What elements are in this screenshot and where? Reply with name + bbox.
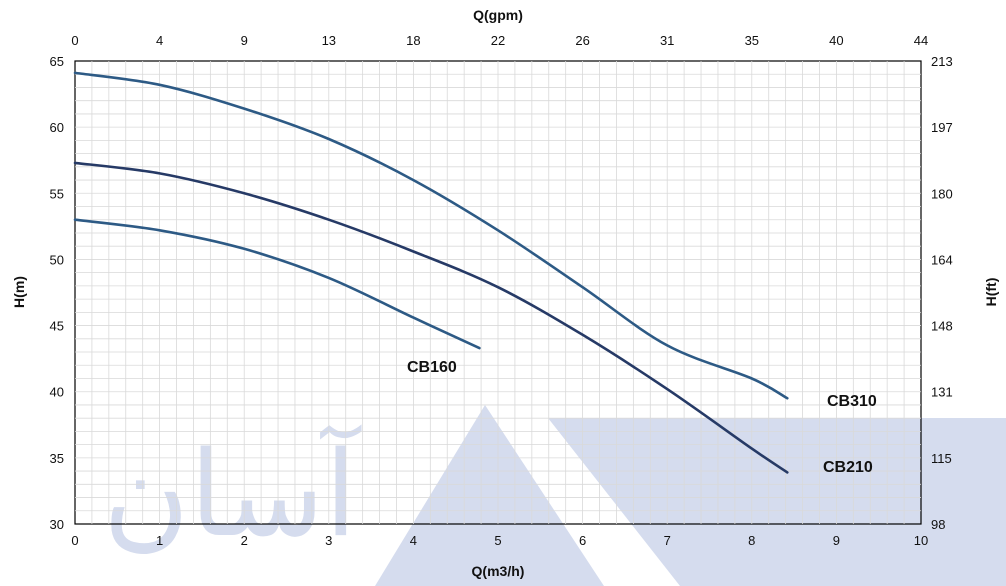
x2-tick-label: 22 <box>491 33 505 48</box>
x-tick-label: 5 <box>494 533 501 548</box>
y2-tick-label: 197 <box>931 120 953 135</box>
series-label-cb310: CB310 <box>827 393 877 410</box>
x2-tick-label: 44 <box>914 33 928 48</box>
x-axis-title: Q(m3/h) <box>472 563 525 579</box>
y2-tick-label: 213 <box>931 54 953 69</box>
x2-tick-label: 4 <box>156 33 163 48</box>
x2-tick-label: 9 <box>241 33 248 48</box>
watermark-triangle-icon <box>375 405 604 586</box>
y-tick-label: 40 <box>50 385 64 400</box>
x2-tick-label: 13 <box>322 33 336 48</box>
y2-tick-label: 131 <box>931 385 953 400</box>
x-tick-label: 9 <box>833 533 840 548</box>
y-tick-label: 45 <box>50 319 64 334</box>
series-label-cb160: CB160 <box>407 359 457 376</box>
x-tick-label: 0 <box>71 533 78 548</box>
series-line-cb160 <box>73 218 481 350</box>
x2-tick-label: 35 <box>745 33 759 48</box>
x-tick-label: 1 <box>156 533 163 548</box>
y-tick-label: 35 <box>50 451 64 466</box>
y-tick-label: 30 <box>50 517 64 532</box>
x2-tick-label: 0 <box>71 33 78 48</box>
x2-axis-title: Q(gpm) <box>473 7 523 23</box>
x-tick-label: 3 <box>325 533 332 548</box>
y-tick-label: 60 <box>50 120 64 135</box>
x-tick-label: 2 <box>241 533 248 548</box>
y2-tick-label: 98 <box>931 517 945 532</box>
y2-axis-title: H(ft) <box>983 278 999 307</box>
y-axis-title: H(m) <box>11 276 27 308</box>
x-tick-label: 10 <box>914 533 928 548</box>
x-tick-label: 8 <box>748 533 755 548</box>
y2-tick-label: 115 <box>931 451 952 466</box>
x2-tick-label: 31 <box>660 33 674 48</box>
x2-tick-label: 18 <box>406 33 420 48</box>
x2-tick-label: 26 <box>575 33 589 48</box>
series-line-cb210 <box>73 161 789 474</box>
x2-tick-label: 40 <box>829 33 843 48</box>
grid <box>75 61 921 524</box>
watermark-text: آسان <box>103 424 362 563</box>
x-tick-label: 7 <box>664 533 671 548</box>
y2-tick-label: 180 <box>931 186 953 201</box>
y2-tick-label: 164 <box>931 252 953 267</box>
x-tick-label: 6 <box>579 533 586 548</box>
y-tick-label: 65 <box>50 54 64 69</box>
series-label-cb210: CB210 <box>823 459 873 476</box>
y-tick-label: 50 <box>50 252 64 267</box>
watermark: آسان <box>103 405 1006 586</box>
y2-tick-label: 148 <box>931 319 953 334</box>
ticks-layer: 0 1 2 3 4 5 6 7 8 9 100 4 9 13 18 22 26 31 35 40 44303540455… <box>50 33 953 548</box>
series-layer <box>73 71 789 474</box>
y-tick-label: 55 <box>50 186 64 201</box>
series-line-cb310 <box>73 71 789 400</box>
x-tick-label: 4 <box>410 533 417 548</box>
watermark-band <box>548 418 1006 586</box>
